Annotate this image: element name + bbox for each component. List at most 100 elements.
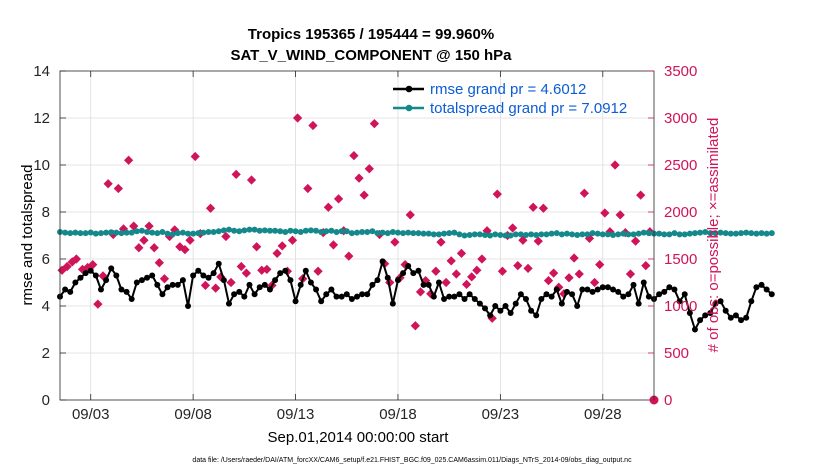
assimilated-obs-marker bbox=[405, 210, 415, 220]
rmse-point bbox=[118, 286, 125, 293]
rmse-point bbox=[656, 291, 663, 298]
rmse-point bbox=[446, 293, 453, 300]
totalspread-point bbox=[517, 231, 524, 238]
assimilated-obs-marker bbox=[436, 237, 446, 247]
assimilated-obs-marker bbox=[200, 280, 211, 290]
rmse-point bbox=[405, 263, 412, 270]
x-tick-label: 09/23 bbox=[482, 406, 520, 423]
totalspread-point bbox=[400, 230, 407, 237]
rmse-point bbox=[538, 295, 545, 302]
rmse-point bbox=[67, 288, 74, 295]
rmse-point bbox=[420, 281, 427, 288]
totalspread-point bbox=[528, 231, 535, 238]
assimilated-obs-marker bbox=[180, 244, 190, 255]
rmse-point bbox=[215, 260, 222, 267]
totalspread-point bbox=[62, 229, 69, 236]
totalspread-point bbox=[441, 230, 448, 237]
totalspread-point bbox=[563, 230, 570, 237]
totalspread-point bbox=[266, 227, 273, 234]
rmse-point bbox=[517, 291, 524, 298]
rmse-point bbox=[691, 326, 698, 333]
assimilated-obs-marker bbox=[533, 236, 543, 246]
totalspread-point bbox=[174, 230, 181, 237]
rmse-point bbox=[676, 298, 683, 305]
totalspread-point bbox=[666, 231, 673, 238]
rmse-point bbox=[686, 310, 693, 317]
totalspread-point bbox=[758, 230, 765, 237]
rmse-point bbox=[615, 288, 622, 295]
totalspread-point bbox=[394, 229, 401, 236]
totalspread-point bbox=[318, 228, 325, 235]
rmse-point bbox=[702, 312, 709, 319]
totalspread-point bbox=[297, 228, 304, 235]
rmse-point bbox=[307, 279, 314, 286]
totalspread-point bbox=[630, 231, 637, 238]
assimilated-obs-marker bbox=[508, 223, 518, 233]
assimilated-obs-marker bbox=[216, 272, 226, 282]
x-tick-label: 09/28 bbox=[584, 406, 622, 423]
assimilated-obs-marker bbox=[303, 183, 313, 194]
rmse-point bbox=[348, 295, 355, 302]
legend-label-totalspread: totalspread grand pr = 7.0912 bbox=[430, 100, 627, 117]
rmse-point bbox=[743, 314, 750, 321]
rmse-point bbox=[354, 293, 360, 300]
totalspread-point bbox=[492, 231, 499, 238]
totalspread-point bbox=[302, 227, 309, 234]
rmse-point bbox=[200, 272, 207, 279]
rmse-point bbox=[697, 317, 704, 324]
rmse-point bbox=[512, 300, 519, 307]
rmse-point bbox=[236, 288, 243, 295]
totalspread-point bbox=[313, 227, 320, 234]
rmse-point bbox=[599, 284, 606, 291]
totalspread-point bbox=[584, 231, 591, 238]
y-tick-label: 0 bbox=[42, 392, 50, 409]
rmse-point bbox=[62, 286, 69, 293]
assimilated-obs-marker bbox=[185, 235, 195, 245]
rmse-point bbox=[277, 270, 284, 277]
totalspread-point bbox=[348, 230, 355, 237]
rmse-point bbox=[558, 300, 565, 307]
rmse-point bbox=[640, 279, 647, 286]
assimilated-obs-marker bbox=[610, 160, 620, 170]
totalspread-point bbox=[138, 227, 145, 234]
totalspread-point bbox=[359, 228, 366, 235]
rmse-point bbox=[604, 284, 611, 291]
assimilated-obs-marker bbox=[93, 299, 103, 309]
rmse-point bbox=[753, 284, 760, 291]
assimilated-obs-marker bbox=[574, 269, 584, 279]
totalspread-point bbox=[164, 230, 171, 237]
assimilated-obs-marker bbox=[543, 275, 554, 286]
assimilated-obs-marker bbox=[461, 279, 472, 290]
rmse-point bbox=[282, 267, 289, 274]
rmse-point bbox=[748, 298, 755, 305]
assimilated-obs-marker bbox=[205, 203, 216, 213]
totalspread-point bbox=[594, 230, 601, 237]
rmse-point bbox=[410, 270, 417, 277]
totalspread-point bbox=[569, 231, 576, 238]
totalspread-point bbox=[543, 231, 550, 238]
assimilated-obs-marker bbox=[636, 190, 646, 200]
totalspread-point bbox=[149, 229, 156, 236]
rmse-point bbox=[77, 274, 84, 281]
rmse-point bbox=[497, 307, 504, 314]
totalspread-point bbox=[732, 230, 739, 237]
legend-marker-rmse bbox=[405, 85, 413, 93]
rmse-point bbox=[548, 293, 555, 300]
rmse-point bbox=[522, 295, 529, 302]
rmse-point bbox=[466, 291, 473, 298]
totalspread-point bbox=[425, 230, 432, 237]
chart-title-line2: SAT_V_WIND_COMPONENT @ 150 hPa bbox=[230, 47, 512, 64]
assimilated-obs-marker bbox=[431, 266, 441, 276]
totalspread-point bbox=[717, 229, 724, 236]
legend-marker-totalspread bbox=[405, 104, 413, 112]
totalspread-point bbox=[502, 232, 509, 239]
assimilated-obs-marker bbox=[113, 183, 124, 194]
totalspread-point bbox=[231, 227, 238, 234]
rmse-point bbox=[133, 279, 140, 286]
totalspread-point bbox=[287, 227, 294, 234]
rmse-point bbox=[400, 270, 407, 277]
assimilated-obs-marker bbox=[308, 120, 318, 131]
totalspread-point bbox=[195, 230, 202, 237]
assimilated-obs-marker bbox=[190, 151, 200, 162]
